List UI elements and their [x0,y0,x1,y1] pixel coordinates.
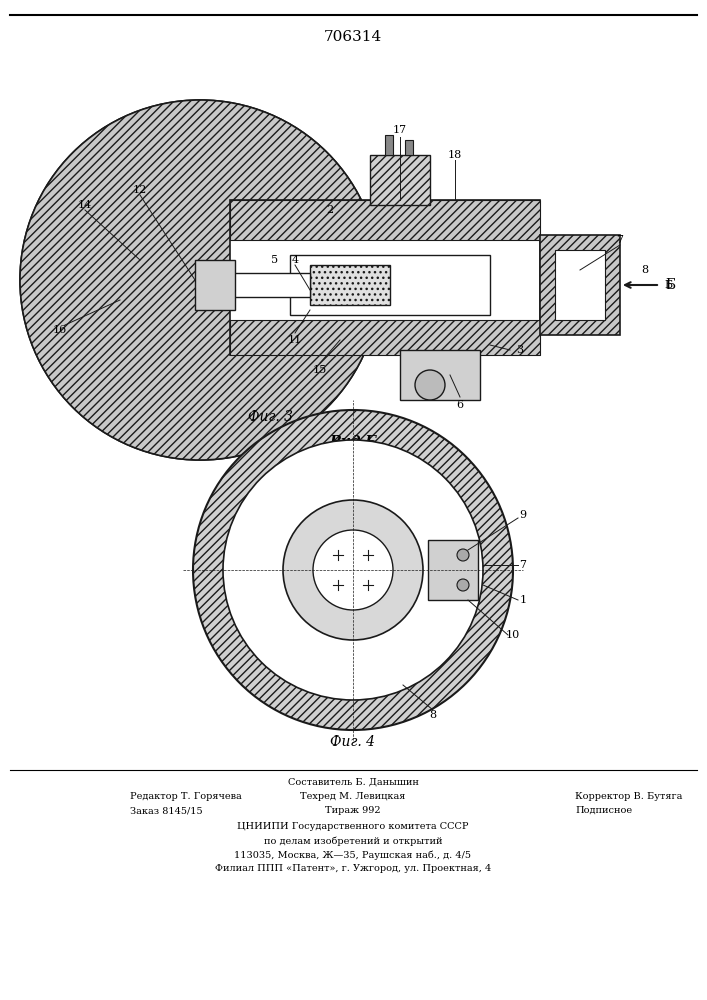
Text: Техред М. Левицкая: Техред М. Левицкая [300,792,406,801]
Circle shape [283,500,423,640]
Text: Подписное: Подписное [575,806,632,815]
Text: Б: Б [664,280,672,290]
Text: 17: 17 [393,125,407,135]
Circle shape [223,440,483,700]
Circle shape [20,100,380,460]
Text: Корректор В. Бутяга: Корректор В. Бутяга [575,792,682,801]
Text: 5: 5 [271,255,279,265]
Text: 4: 4 [291,255,298,265]
Text: 2: 2 [327,205,334,215]
Bar [290,255,490,315]
Text: Вид Б: Вид Б [329,435,377,449]
Text: 8: 8 [641,265,648,275]
Text: Тираж 992: Тираж 992 [325,806,381,815]
Text: ЦНИИПИ Государственного комитета СССР: ЦНИИПИ Государственного комитета СССР [238,822,469,831]
Text: Фиг. 4: Фиг. 4 [330,735,375,749]
Text: 3: 3 [516,345,524,355]
Text: Б: Б [665,278,675,292]
Bar [230,200,540,240]
Text: 15: 15 [313,365,327,375]
Text: 12: 12 [133,185,147,195]
Text: Заказ 8145/15: Заказ 8145/15 [130,806,203,815]
Text: 7: 7 [520,560,527,570]
Bar [428,540,478,600]
Text: 14: 14 [78,200,92,210]
Bar [540,235,620,335]
Text: Редактор Т. Горячева: Редактор Т. Горячева [130,792,242,801]
Text: 1: 1 [520,595,527,605]
Text: 706314: 706314 [324,30,382,44]
Text: 9: 9 [520,510,527,520]
Text: Фиг. 3: Фиг. 3 [247,410,293,424]
Bar [230,320,540,355]
Circle shape [20,100,380,460]
Bar [195,260,235,310]
Text: 11: 11 [288,335,302,345]
Bar [400,350,480,400]
Bar [385,135,393,155]
Bar [230,200,540,355]
Text: 113035, Москва, Ж—35, Раушская наб., д. 4/5: 113035, Москва, Ж—35, Раушская наб., д. … [235,850,472,859]
Circle shape [457,579,469,591]
Text: 6: 6 [457,400,464,410]
Text: по делам изобретений и открытий: по делам изобретений и открытий [264,836,443,846]
Circle shape [415,370,445,400]
Text: Составитель Б. Данышин: Составитель Б. Данышин [288,778,419,787]
Circle shape [457,549,469,561]
Text: 10: 10 [506,630,520,640]
Text: 7: 7 [617,235,624,245]
Bar [310,265,390,305]
Text: 18: 18 [448,150,462,160]
Bar [370,155,430,205]
Text: Филиал ППП «Патент», г. Ужгород, ул. Проектная, 4: Филиал ППП «Патент», г. Ужгород, ул. Про… [215,864,491,873]
Circle shape [193,410,513,730]
Text: 16: 16 [53,325,67,335]
Text: 8: 8 [429,710,436,720]
Bar [405,140,413,155]
Bar [230,273,310,297]
Bar [555,250,605,320]
Circle shape [313,530,393,610]
